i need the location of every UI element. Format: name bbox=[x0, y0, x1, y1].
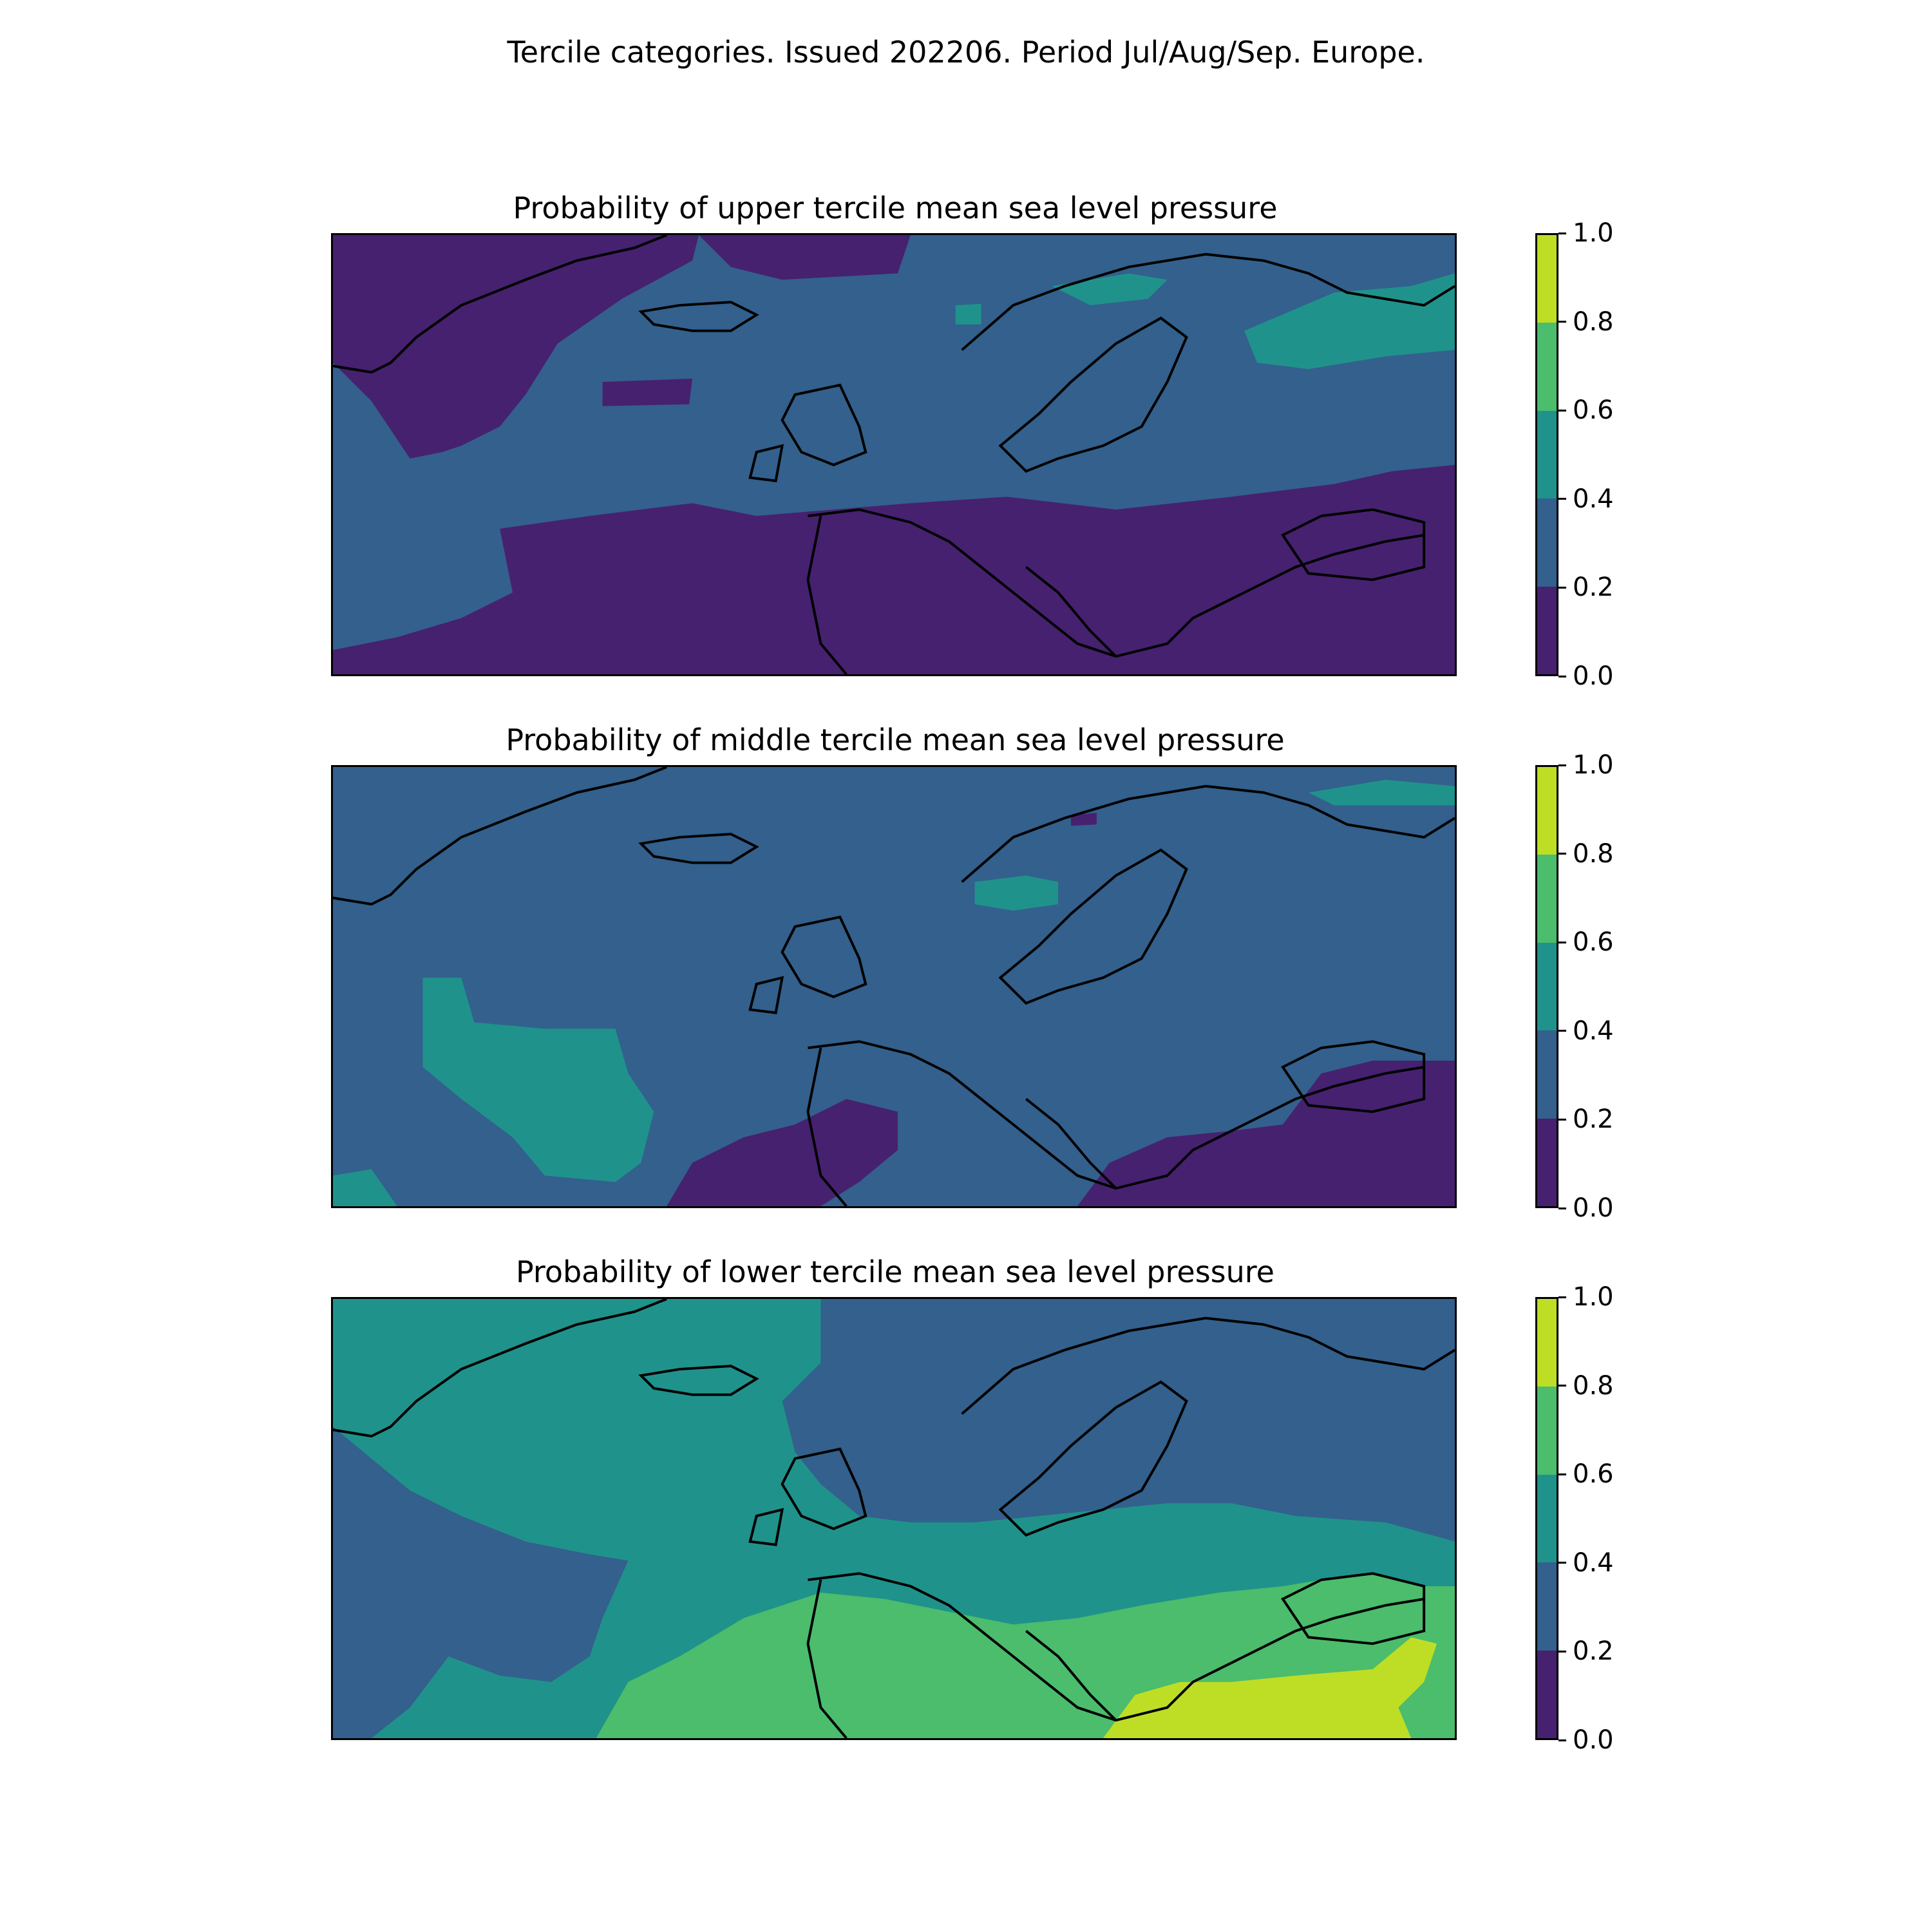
colorbar-seg-4 bbox=[1537, 234, 1557, 323]
colorbar-tick bbox=[1558, 232, 1566, 234]
colorbar-tick-label: 0.8 bbox=[1573, 307, 1614, 337]
map-middle-tercile bbox=[331, 765, 1457, 1208]
colorbar-tick bbox=[1558, 321, 1566, 323]
colorbar-tick bbox=[1558, 1296, 1566, 1298]
colorbar-tick bbox=[1558, 675, 1566, 677]
colorbar-tick bbox=[1558, 498, 1566, 500]
colorbar-tick-label: 0.4 bbox=[1573, 1548, 1614, 1578]
colorbar-tick bbox=[1558, 1650, 1566, 1653]
field-mid-southwest bbox=[333, 1169, 397, 1206]
colorbar-tick-label: 0.2 bbox=[1573, 1636, 1614, 1667]
field-mid-barents bbox=[1308, 779, 1455, 806]
colorbar-upper bbox=[1535, 233, 1558, 676]
panel-title-lower: Probability of lower tercile mean sea le… bbox=[516, 1255, 1274, 1289]
field-mid-russia bbox=[1244, 273, 1455, 370]
colorbar-lower bbox=[1535, 1297, 1558, 1740]
colorbar-seg-2 bbox=[1537, 942, 1557, 1031]
colorbar-tick bbox=[1558, 1118, 1566, 1121]
colorbar-seg-4 bbox=[1537, 1298, 1557, 1387]
colorbar-seg-4 bbox=[1537, 766, 1557, 855]
colorbar-tick bbox=[1558, 1207, 1566, 1209]
colorbar-tick-label: 0.8 bbox=[1573, 838, 1614, 869]
colorbar-tick-label: 0.0 bbox=[1573, 661, 1614, 691]
colorbar-tick-label: 0.6 bbox=[1573, 1459, 1614, 1490]
colorbar-seg-3 bbox=[1537, 1387, 1557, 1475]
colorbar-tick-label: 0.8 bbox=[1573, 1370, 1614, 1401]
colorbar-tick bbox=[1558, 409, 1566, 412]
colorbar-tick-label: 0.0 bbox=[1573, 1725, 1614, 1755]
colorbar-seg-1 bbox=[1537, 498, 1557, 587]
map-upper-svg bbox=[333, 235, 1455, 674]
colorbar-middle bbox=[1535, 765, 1558, 1208]
colorbar-tick-label: 0.6 bbox=[1573, 395, 1614, 426]
field-low-arctic-spot bbox=[1071, 813, 1097, 826]
colorbar-tick bbox=[1558, 1473, 1566, 1475]
colorbar-tick bbox=[1558, 853, 1566, 855]
colorbar-tick bbox=[1558, 586, 1566, 589]
colorbar-seg-1 bbox=[1537, 1030, 1557, 1119]
panel-title-middle: Probability of middle tercile mean sea l… bbox=[506, 723, 1285, 757]
colorbar-seg-0 bbox=[1537, 1118, 1557, 1206]
colorbar-seg-3 bbox=[1537, 323, 1557, 411]
field-yellow-east bbox=[1103, 1637, 1437, 1738]
map-lower-tercile bbox=[331, 1297, 1457, 1740]
colorbar-tick bbox=[1558, 941, 1566, 943]
field-mid-norway-spot bbox=[955, 304, 981, 325]
field-low-atlantic-sw bbox=[333, 1426, 629, 1738]
field-low-iberia bbox=[667, 1099, 898, 1206]
panel-title-upper: Probability of upper tercile mean sea le… bbox=[513, 191, 1278, 225]
map-lower-svg bbox=[333, 1299, 1455, 1738]
figure-title: Tercile categories. Issued 202206. Perio… bbox=[507, 35, 1425, 70]
field-low-northwest bbox=[333, 235, 699, 459]
map-upper-tercile bbox=[331, 233, 1457, 676]
colorbar-tick-label: 1.0 bbox=[1573, 1282, 1614, 1312]
colorbar-tick bbox=[1558, 764, 1566, 766]
field-low-north-strip bbox=[699, 235, 911, 280]
colorbar-tick-label: 0.4 bbox=[1573, 1016, 1614, 1046]
colorbar-seg-0 bbox=[1537, 1650, 1557, 1738]
coastlines bbox=[333, 767, 1455, 1206]
colorbar-tick-label: 0.2 bbox=[1573, 1104, 1614, 1135]
colorbar-tick bbox=[1558, 1562, 1566, 1564]
colorbar-tick bbox=[1558, 1030, 1566, 1032]
field-low-south bbox=[333, 464, 1455, 674]
colorbar-tick-label: 0.0 bbox=[1573, 1193, 1614, 1223]
colorbar-tick-label: 0.6 bbox=[1573, 927, 1614, 958]
coastlines bbox=[333, 1299, 1455, 1738]
field-low-north-europe bbox=[782, 1299, 1455, 1542]
colorbar-tick bbox=[1558, 1385, 1566, 1387]
colorbar-seg-0 bbox=[1537, 586, 1557, 674]
map-middle-svg bbox=[333, 767, 1455, 1206]
colorbar-tick bbox=[1558, 1739, 1566, 1741]
colorbar-tick-label: 0.4 bbox=[1573, 484, 1614, 514]
colorbar-tick-label: 0.2 bbox=[1573, 573, 1614, 603]
colorbar-seg-2 bbox=[1537, 1474, 1557, 1563]
colorbar-seg-1 bbox=[1537, 1562, 1557, 1651]
colorbar-tick-label: 1.0 bbox=[1573, 218, 1614, 248]
colorbar-seg-3 bbox=[1537, 855, 1557, 943]
colorbar-tick-label: 1.0 bbox=[1573, 750, 1614, 780]
field-mid-norway bbox=[974, 875, 1059, 911]
field-low-labrador-patch bbox=[602, 379, 693, 406]
coastlines bbox=[333, 235, 1455, 674]
field-mid-atlantic bbox=[422, 978, 654, 1182]
colorbar-seg-2 bbox=[1537, 410, 1557, 499]
